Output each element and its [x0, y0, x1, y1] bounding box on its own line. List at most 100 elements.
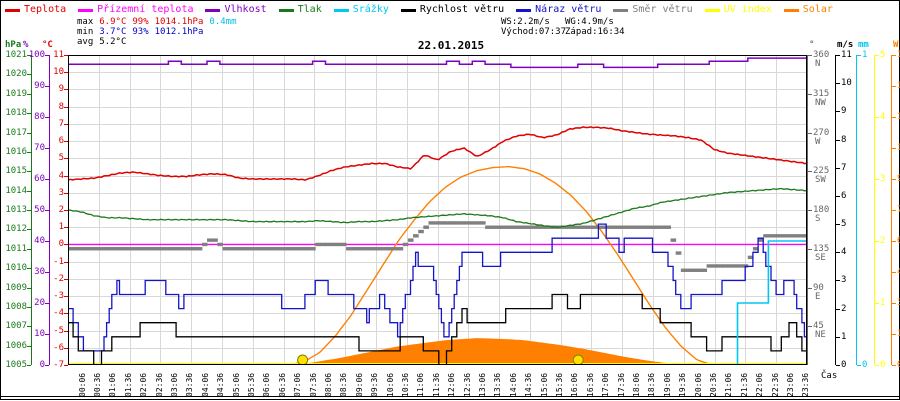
x-axis-tick-label: 15:06: [539, 372, 549, 397]
axis-tick: [836, 83, 840, 84]
stats-max-temp: 6.9°C: [99, 17, 127, 27]
axis-tick-label: -1: [53, 257, 64, 267]
axis-direction-label: NW: [815, 98, 826, 108]
axis-tick-label: 750: [897, 205, 900, 215]
axis-line: [49, 55, 50, 365]
axis-tick: [875, 365, 879, 366]
axis-tick: [836, 168, 840, 169]
x-axis-tick-label: 06:06: [262, 372, 272, 397]
legend-label: Teplota: [24, 4, 67, 15]
stats-row-min: min 3.7°C 93% 1012.1hPa: [77, 27, 243, 37]
x-axis-tick-label: 00:36: [93, 372, 103, 397]
axis-tick-label: 135: [813, 244, 830, 254]
axis-unit-label: m/s: [837, 40, 854, 50]
axis-tick: [64, 331, 68, 332]
axis-tick: [45, 117, 49, 118]
x-axis-tick-label: 17:06: [601, 372, 611, 397]
axis-tick: [875, 179, 879, 180]
axis-tick: [892, 117, 896, 118]
axis-tick: [892, 272, 896, 273]
legend: Teplota Přízemní teplota Vlhkost Tlak Srážky…: [5, 3, 897, 17]
legend-item-solar: Solar: [783, 5, 833, 15]
axis-tick-label: 1005: [5, 360, 27, 370]
axis-tick-label: 360: [813, 50, 830, 60]
axis-tick-label: 1: [880, 298, 886, 308]
axis-line: [856, 55, 857, 365]
legend-swatch-icon: [78, 8, 94, 12]
axis-tick: [836, 309, 840, 310]
x-axis-tick-label: 04:36: [216, 372, 226, 397]
axis-tick-label: 300: [897, 298, 900, 308]
axis-tick-label: 30: [34, 267, 45, 277]
axis-tick: [27, 210, 31, 211]
axis-tick: [857, 365, 861, 366]
x-axis-tick-label: 05:06: [231, 372, 241, 397]
x-axis-tick-label: 09:36: [370, 372, 380, 397]
axis-tick-label: 3: [880, 174, 886, 184]
axis-tick: [27, 133, 31, 134]
axis-tick: [64, 244, 68, 245]
axis-tick: [836, 224, 840, 225]
axis-tick: [27, 171, 31, 172]
legend-swatch-icon: [205, 8, 221, 12]
axis-tick: [45, 86, 49, 87]
axis-unit-label: W: [893, 40, 899, 50]
x-axis-tick-label: 13:36: [493, 372, 503, 397]
legend-item-rychlost-v-tru: Rychlost větru: [400, 5, 504, 15]
legend-swatch-icon: [333, 8, 349, 12]
axis-tick: [892, 365, 896, 366]
x-axis-tick-label: 20:36: [708, 372, 718, 397]
legend-swatch-icon: [516, 8, 532, 12]
legend-swatch-icon: [5, 8, 20, 12]
axis-tick: [27, 288, 31, 289]
axis-tick-label: -7: [53, 360, 64, 370]
axis-tick-label: 0: [841, 360, 847, 370]
axis-tick: [64, 348, 68, 349]
stats-max-pressure: 1014.1hPa: [154, 17, 204, 27]
axis-tick: [857, 55, 861, 56]
x-axis-tick-label: 10:06: [385, 372, 395, 397]
series-wind-speed: [68, 293, 807, 365]
axis-tick-label: 1008: [5, 302, 27, 312]
axis-tick-label: 70: [34, 143, 45, 153]
axis-tick-label: 7: [58, 119, 64, 129]
axis-tick-label: 1050: [897, 143, 900, 153]
axis-tick-label: 7: [841, 163, 847, 173]
axis-tick-label: -4: [53, 308, 64, 318]
axis-tick: [836, 365, 840, 366]
axis-tick-label: 1: [58, 222, 64, 232]
axis-tick-label: 1: [862, 50, 868, 60]
axis-tick: [875, 117, 879, 118]
stats-row-max: max 6.9°C 99% 1014.1hPa 0.4mm: [77, 17, 243, 27]
axis-tick-label: 270: [813, 128, 830, 138]
axis-tick-label: 1006: [5, 341, 27, 351]
axis-tick-label: 10: [53, 67, 64, 77]
axis-tick: [27, 55, 31, 56]
axis-tick: [27, 229, 31, 230]
axis-tick: [892, 179, 896, 180]
x-axis-tick-label: 02:06: [139, 372, 149, 397]
axis-tick-label: 8: [841, 135, 847, 145]
axis-tick-label: 1013: [5, 205, 27, 215]
axis-tick-label: 0: [862, 360, 868, 370]
x-axis-tick-label: 06:36: [277, 372, 287, 397]
x-axis-tick-label: 22:06: [755, 372, 765, 397]
axis-direction-label: NE: [815, 330, 826, 340]
axis-tick: [875, 241, 879, 242]
axis-direction-label: E: [815, 292, 821, 302]
axis-tick-label: 5: [880, 50, 886, 60]
axis-tick: [64, 158, 68, 159]
wind-speed-avg: WS:2.2m/s: [501, 17, 550, 27]
sun-marker-icon: [297, 354, 309, 365]
x-axis-tick-label: 12:06: [447, 372, 457, 397]
legend-swatch-icon: [704, 8, 720, 12]
series-solar-theoretical: [68, 165, 807, 365]
x-axis-tick-label: 14:06: [508, 372, 518, 397]
legend-label: Směr větru: [632, 4, 693, 15]
sun-marker-icon: [572, 354, 584, 365]
axis-tick: [808, 249, 812, 250]
axis-tick: [808, 171, 812, 172]
axis-tick: [64, 279, 68, 280]
axis-tick: [836, 280, 840, 281]
axis-direction-label: SE: [815, 253, 826, 263]
